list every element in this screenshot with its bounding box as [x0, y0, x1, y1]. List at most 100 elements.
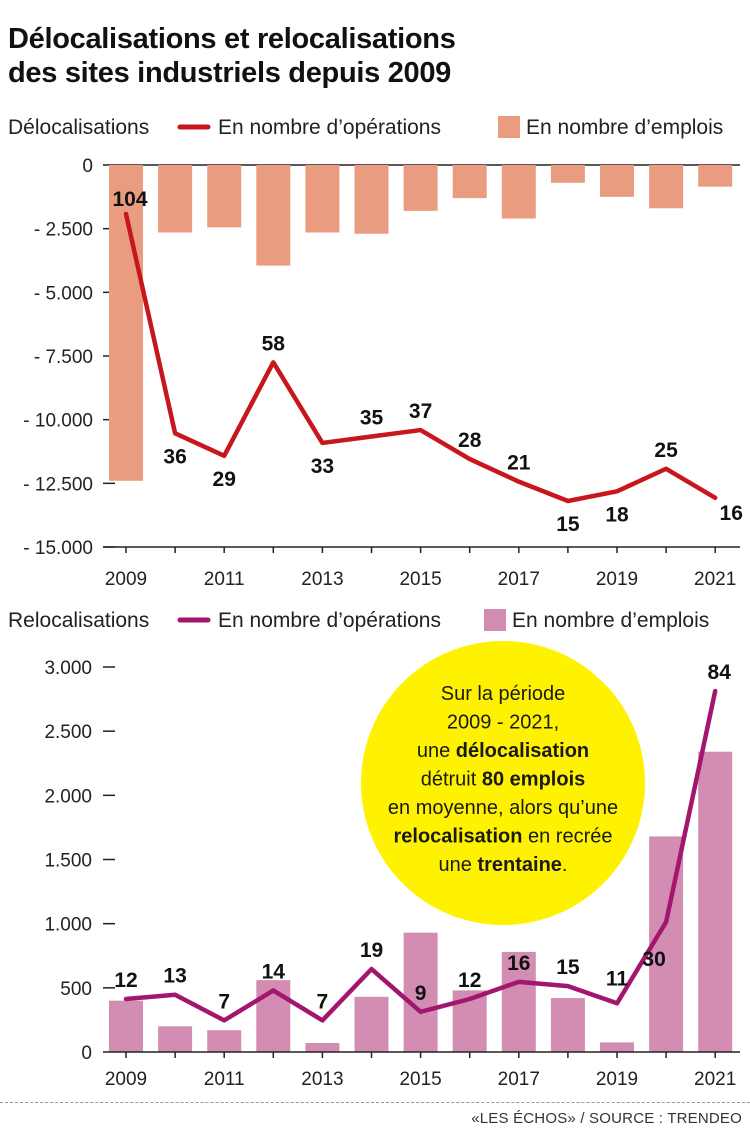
reloc-x-tick-label: 2011: [204, 1069, 245, 1090]
deloc-operations-data-label: 35: [360, 407, 384, 430]
reloc-x-tick-label: 2019: [596, 1069, 638, 1090]
reloc-bar: [698, 751, 733, 1052]
deloc-bar: [354, 165, 389, 234]
deloc-operations-data-label: 28: [458, 429, 482, 452]
callout-text: en recrée: [522, 826, 612, 848]
reloc-bar: [158, 1026, 193, 1052]
title-line-2: des sites industriels depuis 2009: [8, 57, 452, 89]
callout-line: 2009 - 2021,: [447, 712, 559, 734]
reloc-x-tick-label: 2009: [105, 1069, 147, 1090]
reloc-x-tick-label: 2015: [399, 1069, 441, 1090]
deloc-y-tick-label: - 10.000: [23, 411, 93, 432]
reloc-operations-data-label: 19: [360, 939, 383, 962]
reloc-bar: [501, 951, 536, 1052]
callout-line: Sur la période: [441, 683, 566, 705]
deloc-x-tick-label: 2017: [498, 569, 540, 590]
reloc-operations-data-label: 12: [114, 969, 137, 992]
reloc-legend-line-label: En nombre d’opérations: [218, 609, 441, 632]
reloc-bar: [550, 998, 585, 1052]
reloc-y-tick-label: 2.000: [44, 786, 92, 807]
reloc-y-tick-label: 3.000: [44, 658, 92, 679]
reloc-operations-data-label: 13: [163, 965, 186, 988]
callout-line: détruit 80 emplois: [421, 769, 586, 791]
callout-text: en moyenne, alors qu’une: [388, 797, 618, 819]
deloc-legend-bar-swatch: [498, 116, 520, 138]
deloc-x-tick-label: 2013: [301, 569, 343, 590]
deloc-legend-title: Délocalisations: [8, 116, 149, 139]
deloc-legend-bar-label: En nombre d’emplois: [526, 116, 723, 139]
deloc-x-tick-label: 2019: [596, 569, 638, 590]
deloc-bar: [452, 165, 487, 199]
deloc-y-tick-label: - 5.000: [34, 283, 93, 304]
reloc-operations-data-label: 7: [317, 990, 329, 1013]
deloc-x-tick-label: 2015: [399, 569, 441, 590]
deloc-x-tick-label: 2021: [694, 569, 736, 590]
source-credit: «LES ÉCHOS» / SOURCE : TRENDEO: [471, 1110, 742, 1127]
reloc-operations-data-label: 16: [507, 952, 530, 975]
deloc-operations-line: [123, 211, 718, 504]
reloc-x-tick-label: 2021: [694, 1069, 736, 1090]
reloc-x-tick-label: 2013: [301, 1069, 343, 1090]
deloc-operations-data-label: 16: [720, 502, 743, 525]
callout-emphasis: 80 emplois: [482, 769, 585, 791]
deloc-operations-data-label: 36: [163, 445, 186, 468]
reloc-bar: [600, 1042, 634, 1052]
reloc-y-tick-label: 2.500: [44, 722, 92, 743]
callout-text: 2009 - 2021,: [447, 712, 559, 734]
reloc-bar: [109, 1000, 143, 1052]
deloc-x-tick-label: 2009: [105, 569, 147, 590]
deloc-bar: [600, 165, 634, 197]
reloc-operations-data-label: 14: [262, 960, 286, 983]
deloc-operations-data-label: 33: [311, 455, 334, 478]
deloc-bar: [501, 165, 536, 219]
deloc-bar: [649, 165, 684, 209]
reloc-operations-data-label: 9: [415, 982, 427, 1005]
reloc-bar: [207, 1030, 242, 1052]
reloc-y-tick-label: 500: [60, 979, 92, 1000]
callout-line: une délocalisation: [417, 740, 589, 762]
callout-line: en moyenne, alors qu’une: [388, 797, 618, 819]
callout-circle: [361, 641, 645, 925]
deloc-bar: [207, 165, 242, 228]
reloc-y-tick-label: 0: [81, 1043, 92, 1064]
deloc-operations-data-label: 37: [409, 400, 432, 423]
deloc-operations-data-label: 15: [556, 513, 580, 536]
deloc-y-tick-label: - 7.500: [34, 347, 93, 368]
deloc-legend-line-label: En nombre d’opérations: [218, 116, 441, 139]
reloc-operations-line: [123, 688, 718, 1023]
deloc-bar: [305, 165, 340, 233]
reloc-y-tick-label: 1.500: [44, 851, 92, 872]
charts-canvas: Délocalisations En nombre d’opérations En …: [8, 116, 743, 1090]
deloc-operations-data-label: 29: [213, 468, 236, 491]
reloc-legend-title: Relocalisations: [8, 609, 149, 632]
reloc-operations-data-label: 15: [556, 956, 580, 979]
deloc-bar: [550, 165, 585, 183]
reloc-legend-bar-label: En nombre d’emplois: [512, 609, 709, 632]
reloc-x-tick-label: 2017: [498, 1069, 540, 1090]
reloc-operations-data-label: 30: [642, 948, 665, 971]
callout-text: une: [417, 740, 456, 762]
deloc-bar: [256, 165, 291, 266]
deloc-bar: [403, 165, 438, 211]
reloc-operations-data-label: 11: [606, 967, 629, 990]
callout-emphasis: relocalisation: [394, 826, 523, 848]
deloc-y-tick-label: 0: [82, 156, 93, 177]
reloc-bar: [403, 932, 438, 1052]
callout-text: Sur la période: [441, 683, 566, 705]
deloc-operations-data-label: 58: [262, 332, 286, 355]
footer-divider: [0, 1102, 750, 1103]
deloc-bar: [698, 165, 733, 187]
reloc-y-tick-label: 1.000: [44, 915, 92, 936]
deloc-bar: [158, 165, 193, 233]
deloc-operations-data-label: 25: [654, 439, 678, 462]
deloc-y-tick-label: - 12.500: [23, 474, 93, 495]
callout-emphasis: trentaine: [477, 854, 561, 876]
deloc-operations-data-label: 18: [605, 503, 629, 526]
reloc-operations-data-label: 7: [218, 990, 230, 1013]
callout-text: détruit: [421, 769, 482, 791]
title-line-1: Délocalisations et relocalisations: [8, 23, 456, 55]
callout-line: une trentaine.: [439, 854, 568, 876]
deloc-y-tick-label: - 15.000: [23, 538, 93, 559]
reloc-bar: [354, 996, 389, 1052]
deloc-x-tick-label: 2011: [204, 569, 245, 590]
